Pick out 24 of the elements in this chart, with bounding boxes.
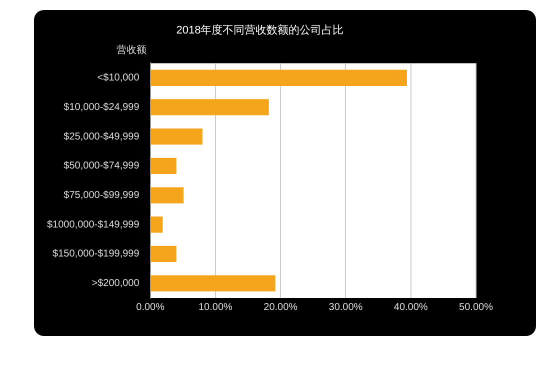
- y-tick-label: $150,000-$199,999: [52, 248, 140, 260]
- chart-title: 2018年度不同营收数额的公司占比: [176, 24, 344, 37]
- bar: [150, 216, 163, 233]
- y-tick-label: >$200,000: [92, 278, 140, 290]
- bar: [150, 99, 269, 116]
- x-tick-label: 40.00%: [394, 302, 428, 313]
- x-tick-label: 30.00%: [328, 302, 363, 313]
- y-axis-title: 营收额: [116, 44, 146, 56]
- bar: [150, 128, 202, 145]
- y-tick-label: $10,000-$24,999: [64, 102, 140, 113]
- y-tick-label: $50,000-$74,999: [64, 160, 140, 172]
- bar: [150, 246, 176, 262]
- x-tick-label: 50.00%: [459, 302, 494, 313]
- y-tick-label: <$10,000: [97, 72, 140, 84]
- y-tick-label: $75,000-$99,999: [64, 190, 140, 202]
- bar: [150, 158, 176, 174]
- x-tick-label: 10.00%: [198, 302, 233, 313]
- bar: [150, 187, 184, 204]
- x-tick-label: 0.00%: [136, 302, 165, 313]
- x-tick-label: 20.00%: [264, 302, 298, 313]
- bar: [150, 275, 276, 292]
- y-tick-label: $25,000-$49,999: [64, 131, 140, 142]
- y-tick-label: $1000,000-$149,999: [46, 219, 140, 230]
- bar: [150, 70, 407, 86]
